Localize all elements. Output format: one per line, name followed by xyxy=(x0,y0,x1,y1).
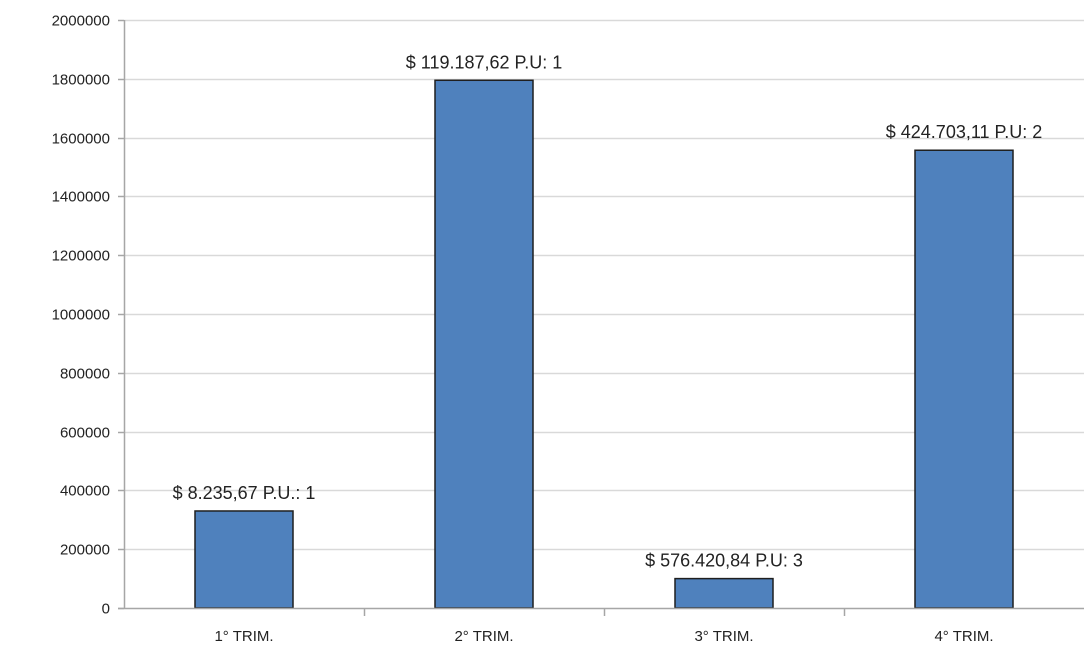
y-tick-label: 1800000 xyxy=(52,72,110,89)
bar xyxy=(914,149,1014,609)
x-tick-label: 4° TRIM. xyxy=(934,628,993,645)
y-tick-label: 1200000 xyxy=(52,248,110,265)
data-label: $ 576.420,84 P.U: 3 xyxy=(645,551,803,571)
bar xyxy=(674,577,774,609)
labels: 0 200000 400000 600000 800000 1000000 1200000 1… xyxy=(52,13,1043,646)
y-tick-label: 800000 xyxy=(60,366,110,383)
y-tick-label: 400000 xyxy=(60,483,110,500)
data-label: $ 8.235,67 P.U.: 1 xyxy=(173,483,316,503)
bar xyxy=(434,79,534,609)
y-tick-label: 1000000 xyxy=(52,307,110,324)
y-tick-label: 600000 xyxy=(60,425,110,442)
x-tick-label: 2° TRIM. xyxy=(454,628,513,645)
y-tick-label: 200000 xyxy=(60,542,110,559)
y-tick-label: 1400000 xyxy=(52,189,110,206)
x-tick-label: 3° TRIM. xyxy=(694,628,753,645)
y-tick-label: 1600000 xyxy=(52,131,110,148)
bar xyxy=(194,510,294,609)
data-label: $ 424.703,11 P.U: 2 xyxy=(886,122,1042,142)
axes xyxy=(118,19,1084,616)
data-label: $ 119.187,62 P.U: 1 xyxy=(406,52,562,72)
y-tick-label: 0 xyxy=(102,601,110,618)
x-tick-label: 1° TRIM. xyxy=(214,628,273,645)
bars xyxy=(194,79,1014,609)
gridlines xyxy=(124,19,1084,551)
y-tick-label: 2000000 xyxy=(52,13,110,30)
